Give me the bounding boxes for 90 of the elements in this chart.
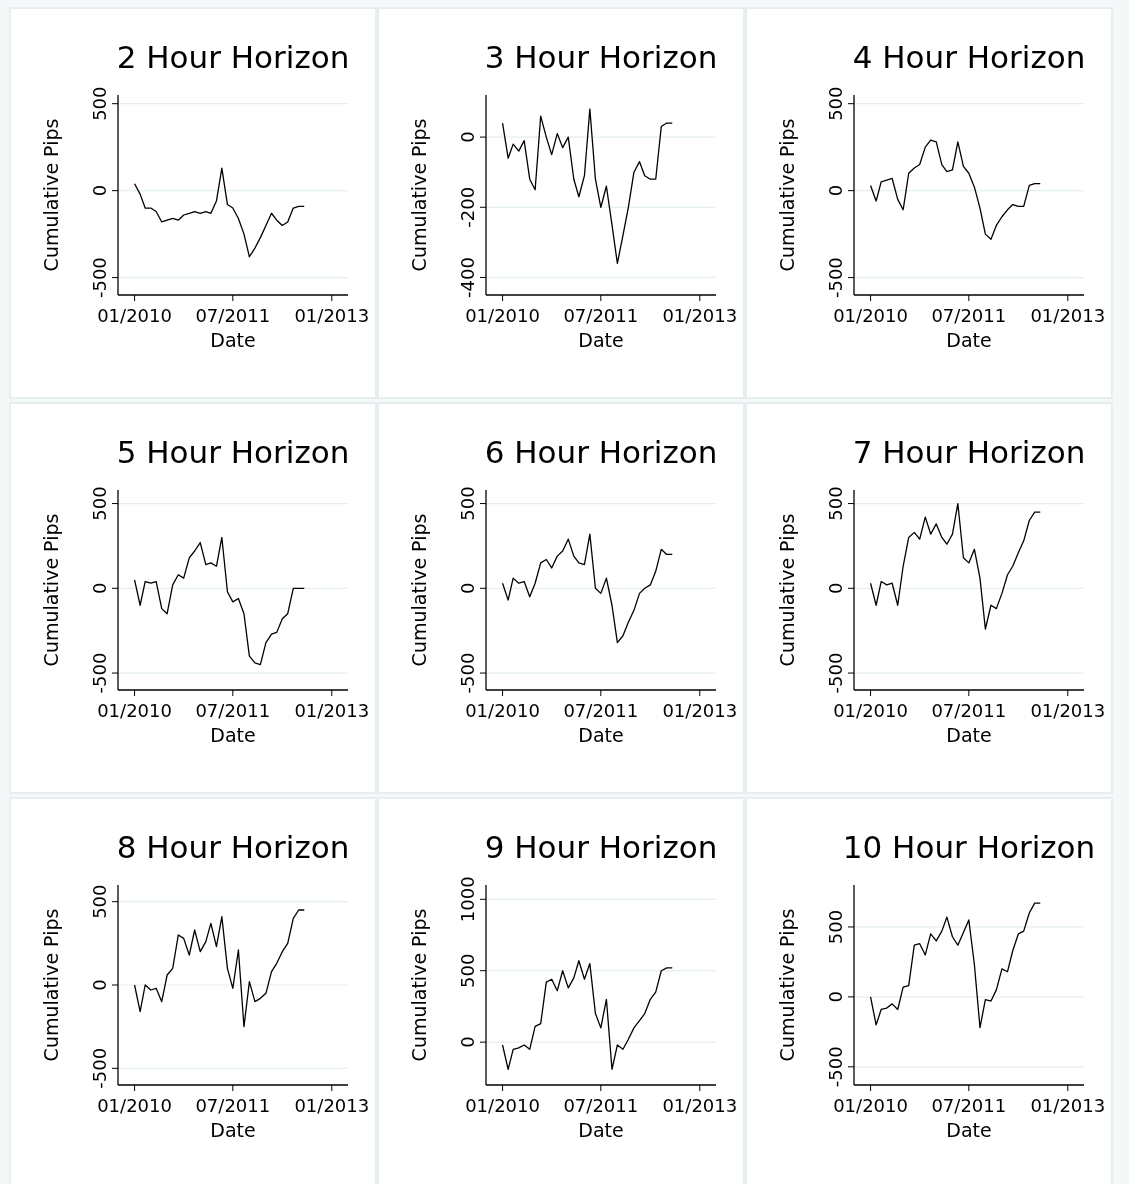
chart-title: 3 Hour Horizon: [484, 39, 718, 75]
y-tick-label: 0: [457, 582, 478, 595]
x-tick-label: 01/2013: [294, 1095, 370, 1116]
chart-title: 8 Hour Horizon: [116, 829, 350, 865]
y-axis-title: Cumulative Pips: [40, 118, 62, 272]
y-tick-label: 0: [457, 131, 478, 143]
y-axis-title: Cumulative Pips: [776, 908, 798, 1062]
x-tick-label: 01/2010: [833, 1095, 908, 1116]
line-series: [501, 960, 673, 1070]
y-tick-label: 0: [89, 184, 110, 197]
y-tick-label: -500: [89, 1047, 110, 1089]
x-axis-title: Date: [578, 1119, 624, 1141]
y-tick-label: 500: [825, 909, 846, 945]
y-tick-label: 0: [89, 582, 110, 595]
x-tick-label: 01/2010: [97, 700, 172, 721]
y-tick-label: -500: [825, 257, 846, 299]
x-tick-label: 01/2010: [833, 305, 908, 326]
y-tick-label: 500: [825, 86, 846, 121]
x-tick-label: 07/2011: [195, 305, 271, 326]
y-tick-label: -500: [457, 652, 478, 694]
x-tick-label: 01/2013: [294, 700, 370, 721]
x-tick-label: 01/2013: [662, 305, 738, 326]
x-tick-label: 01/2010: [465, 700, 540, 721]
x-tick-label: 07/2011: [195, 1095, 271, 1116]
x-tick-label: 01/2013: [294, 305, 370, 326]
chart-title: 5 Hour Horizon: [116, 434, 350, 470]
x-tick-label: 07/2011: [931, 700, 1007, 721]
line-series: [501, 108, 673, 265]
y-axis-title: Cumulative Pips: [408, 118, 430, 272]
x-axis-title: Date: [946, 329, 992, 351]
chart-title: 10 Hour Horizon: [842, 829, 1096, 865]
y-tick-label: -500: [825, 652, 846, 694]
y-tick-label: 1000: [457, 876, 478, 923]
line-series: [501, 533, 673, 644]
x-axis-title: Date: [210, 329, 256, 351]
x-axis-title: Date: [578, 724, 624, 746]
y-tick-label: 500: [89, 86, 110, 121]
y-tick-label: 0: [457, 1036, 478, 1048]
y-tick-label: -200: [457, 186, 478, 228]
x-tick-label: 07/2011: [563, 700, 639, 721]
line-series: [869, 139, 1041, 240]
x-tick-label: 01/2013: [1030, 305, 1106, 326]
y-tick-label: 0: [89, 979, 110, 991]
chart-title: 4 Hour Horizon: [852, 39, 1086, 75]
x-axis-title: Date: [946, 724, 992, 746]
y-tick-label: -500: [89, 652, 110, 694]
x-axis-title: Date: [946, 1119, 992, 1141]
y-tick-label: 0: [825, 582, 846, 595]
y-tick-label: -500: [89, 257, 110, 299]
y-tick-label: 500: [825, 486, 846, 521]
y-axis-title: Cumulative Pips: [776, 513, 798, 667]
line-series: [133, 536, 305, 666]
x-tick-label: 01/2010: [97, 305, 172, 326]
x-tick-label: 01/2013: [662, 1095, 738, 1116]
y-tick-label: 0: [825, 991, 846, 1003]
x-tick-label: 07/2011: [195, 700, 271, 721]
y-axis-title: Cumulative Pips: [408, 513, 430, 667]
y-tick-label: 500: [457, 486, 478, 521]
x-tick-label: 07/2011: [931, 1095, 1007, 1116]
chart-title: 6 Hour Horizon: [484, 434, 718, 470]
x-axis-title: Date: [578, 329, 624, 351]
y-tick-label: -500: [825, 1046, 846, 1088]
chart-title: 7 Hour Horizon: [852, 434, 1086, 470]
y-axis-title: Cumulative Pips: [776, 118, 798, 272]
x-tick-label: 01/2013: [1030, 700, 1106, 721]
y-axis-title: Cumulative Pips: [40, 513, 62, 667]
line-series: [869, 902, 1041, 1029]
x-tick-label: 07/2011: [563, 1095, 639, 1116]
chart-title: 2 Hour Horizon: [116, 39, 350, 75]
y-tick-label: -400: [457, 257, 478, 298]
y-tick-label: 500: [457, 953, 478, 988]
x-tick-label: 01/2013: [1030, 1095, 1106, 1116]
line-series: [869, 502, 1041, 630]
x-axis-title: Date: [210, 724, 256, 746]
chart-title: 9 Hour Horizon: [484, 829, 718, 865]
y-tick-label: 500: [89, 884, 110, 919]
x-tick-label: 01/2010: [833, 700, 908, 721]
x-tick-label: 01/2013: [662, 700, 738, 721]
x-tick-label: 01/2010: [465, 305, 540, 326]
x-tick-label: 01/2010: [465, 1095, 540, 1116]
x-tick-label: 01/2010: [97, 1095, 172, 1116]
y-tick-label: 500: [89, 486, 110, 521]
x-tick-label: 07/2011: [563, 305, 639, 326]
line-series: [133, 167, 305, 258]
x-tick-label: 07/2011: [931, 305, 1007, 326]
y-axis-title: Cumulative Pips: [408, 908, 430, 1062]
y-tick-label: 0: [825, 184, 846, 197]
line-series: [133, 909, 305, 1028]
x-axis-title: Date: [210, 1119, 256, 1141]
y-axis-title: Cumulative Pips: [40, 908, 62, 1062]
